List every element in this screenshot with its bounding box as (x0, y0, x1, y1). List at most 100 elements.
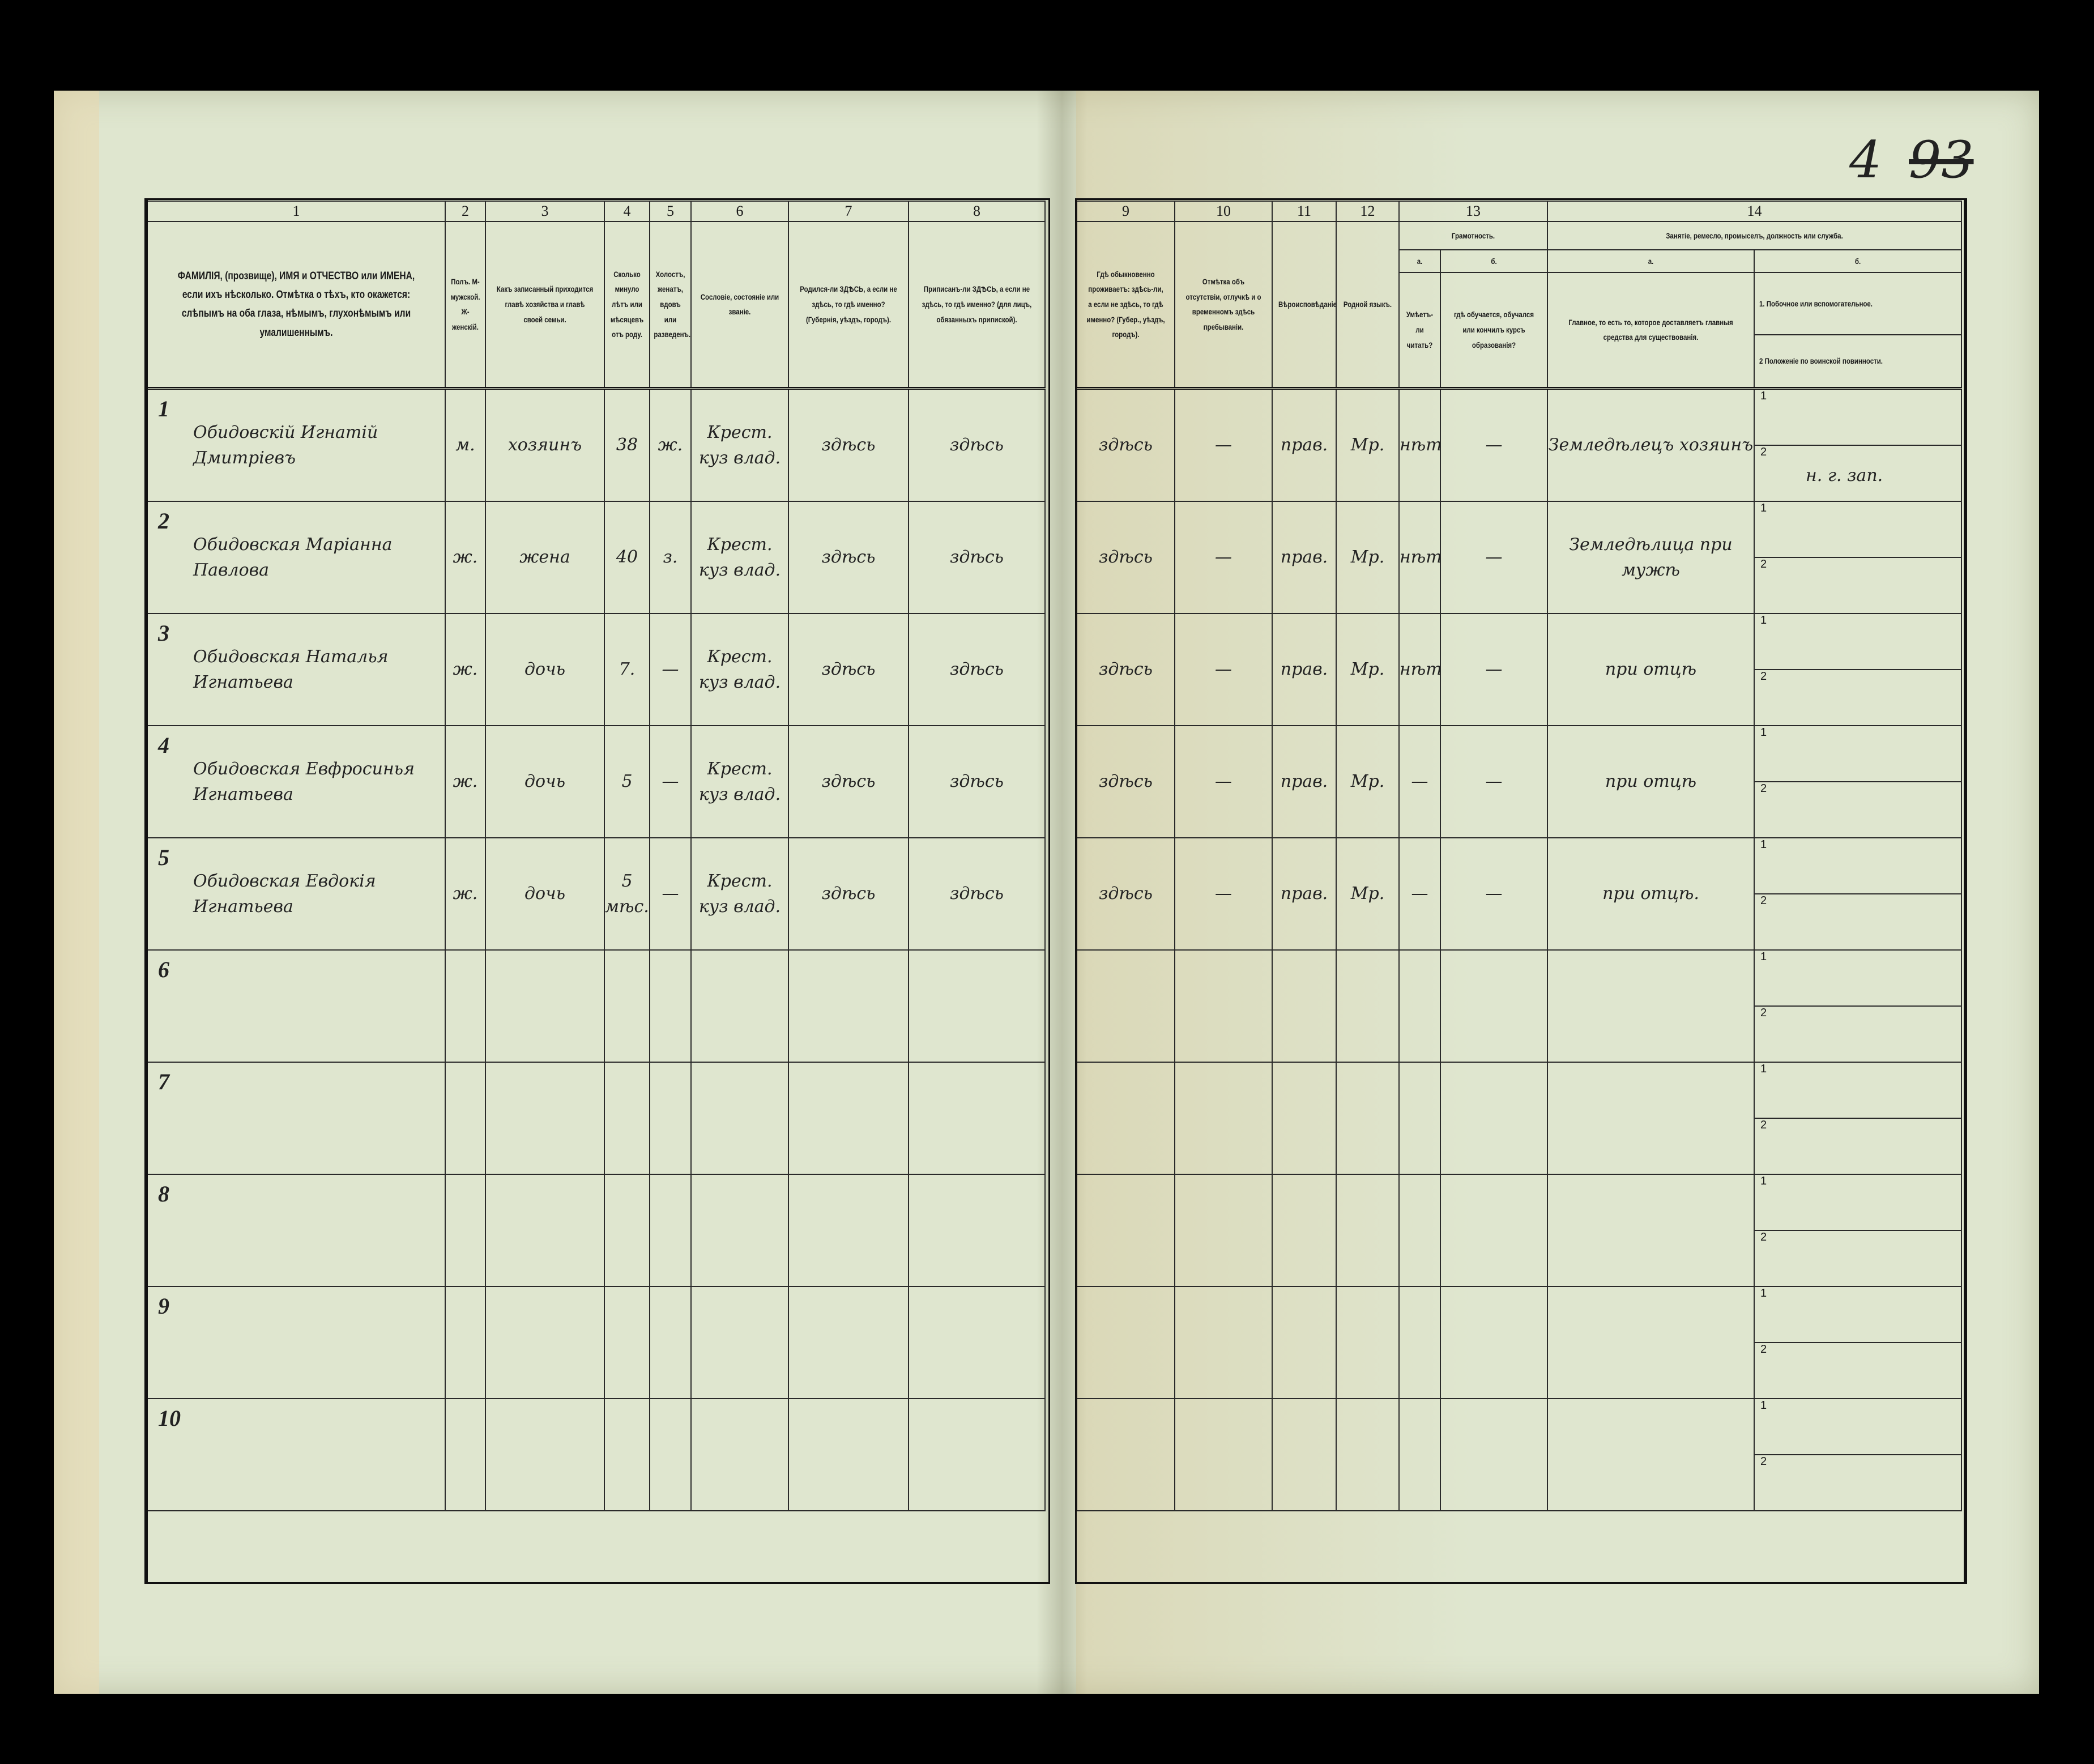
sex-cell: ж. (445, 837, 486, 951)
occupation-cell (1547, 949, 1755, 1063)
marital-cell: — (649, 612, 692, 726)
age-cell (604, 949, 650, 1063)
table-row-left: 4 Обидовская Евфросинья Игнатьева ж. дочь 5 —… (147, 725, 1046, 838)
religion-value: прав. (1280, 435, 1328, 455)
table-row-left: 6 (147, 949, 1046, 1063)
marital-value: ж. (658, 435, 683, 455)
absence-cell (1174, 1285, 1273, 1399)
absence-cell: — (1174, 725, 1273, 838)
col-6-header: Сословіе, состояніе или званіе. (700, 292, 779, 317)
military-status: 2 (1755, 1117, 1960, 1173)
sub-label-1: 1 (1760, 950, 1767, 963)
estate-cell (690, 949, 789, 1063)
registered-value: здѣсь (950, 435, 1004, 455)
relation-value: дочь (524, 772, 566, 791)
page-number: 4 (1849, 130, 1882, 190)
language-value: Мр. (1350, 659, 1385, 679)
sub-label-2: 2 (1760, 445, 1767, 458)
col-7-header-cell: Родился-ли ЗДѢСЬ, а если не здѣсь, то гд… (788, 221, 909, 390)
literate-cell (1398, 1285, 1441, 1399)
marital-cell (649, 1397, 692, 1511)
age-value: 5 (621, 772, 633, 791)
registered-value: здѣсь (950, 659, 1004, 679)
col-2-header: Полъ. М-мужской. Ж-женскій. (450, 277, 480, 331)
literate-cell (1398, 1173, 1441, 1287)
literate-cell (1398, 1397, 1441, 1511)
side-occupation: 1 (1755, 1063, 1960, 1118)
born-cell: здѣсь (788, 387, 909, 502)
born-cell (788, 1173, 909, 1287)
col-10-header: Отмѣтка объ отсутствіи, отлучкѣ и о врем… (1185, 277, 1261, 331)
religion-value: прав. (1280, 547, 1328, 567)
born-cell (788, 1397, 909, 1511)
military-status: 2 н. г. зап. (1755, 444, 1960, 500)
military-status: 2 (1755, 893, 1960, 949)
religion-cell: прав. (1272, 725, 1337, 838)
estate-cell (690, 1173, 789, 1287)
resides-cell (1076, 1173, 1175, 1287)
col-13a-label: а. (1417, 256, 1423, 266)
sex-cell: ж. (445, 612, 486, 726)
occupation-cell: при отцѣ (1547, 725, 1755, 838)
sub-label-2: 2 (1760, 1455, 1767, 1468)
sex-cell: м. (445, 387, 486, 502)
table-row-left: 2 Обидовская Маріанна Павлова ж. жена 40 з. Кр… (147, 500, 1046, 614)
col-3-header: Какъ записанный приходится главѣ хозяйст… (496, 284, 594, 324)
col-6-number: 6 (690, 201, 789, 222)
sex-value: ж. (453, 772, 478, 791)
estate-cell (690, 1061, 789, 1175)
absence-cell (1174, 1173, 1273, 1287)
person-name: Обидовская Евфросинья Игнатьева (193, 759, 415, 804)
registered-cell: здѣсь (908, 500, 1046, 614)
name-cell: 7 (147, 1061, 446, 1175)
literate-value: — (1411, 884, 1428, 904)
literate-value: нѣтъ (1400, 547, 1440, 567)
language-value: Мр. (1350, 772, 1385, 791)
row-number: 2 (158, 508, 169, 534)
estate-cell: Крест. куз влад. (690, 387, 789, 502)
sub-label-1: 1 (1760, 613, 1767, 627)
literate-cell (1398, 1061, 1441, 1175)
religion-cell: прав. (1272, 500, 1337, 614)
born-cell (788, 949, 909, 1063)
relation-value: хозяинъ (507, 435, 582, 455)
age-cell (604, 1061, 650, 1175)
estate-cell (690, 1285, 789, 1399)
row-number: 8 (158, 1181, 169, 1207)
sex-cell (445, 949, 486, 1063)
religion-cell (1272, 1061, 1337, 1175)
age-cell: 5 (604, 725, 650, 838)
table-row-left: 9 (147, 1285, 1046, 1399)
age-cell (604, 1397, 650, 1511)
col-9-number: 9 (1076, 201, 1175, 222)
sub-label-1: 1 (1760, 1174, 1767, 1187)
marital-cell (649, 949, 692, 1063)
language-cell: Мр. (1336, 612, 1400, 726)
occupation-cell (1547, 1061, 1755, 1175)
resides-cell: здѣсь (1076, 725, 1175, 838)
relation-cell (485, 1285, 605, 1399)
born-value: здѣсь (821, 435, 876, 455)
occupation-cell: Земледѣлица при мужѣ (1547, 500, 1755, 614)
relation-value: дочь (524, 659, 566, 679)
age-cell (604, 1285, 650, 1399)
relation-cell: жена (485, 500, 605, 614)
col-8-header: Приписанъ-ли ЗДѢСЬ, а если не здѣсь, то … (922, 284, 1032, 324)
occupation-value: при отцѣ (1605, 659, 1697, 679)
education-cell (1440, 1061, 1548, 1175)
col-14b-label: б. (1854, 256, 1861, 266)
religion-cell (1272, 1397, 1337, 1511)
absence-cell (1174, 949, 1273, 1063)
registered-cell: здѣсь (908, 387, 1046, 502)
relation-cell: хозяинъ (485, 387, 605, 502)
estate-cell: Крест. куз влад. (690, 725, 789, 838)
person-name: Обидовская Маріанна Павлова (193, 534, 393, 580)
occupation-value: Земледѣлецъ хозяинъ (1548, 435, 1754, 455)
